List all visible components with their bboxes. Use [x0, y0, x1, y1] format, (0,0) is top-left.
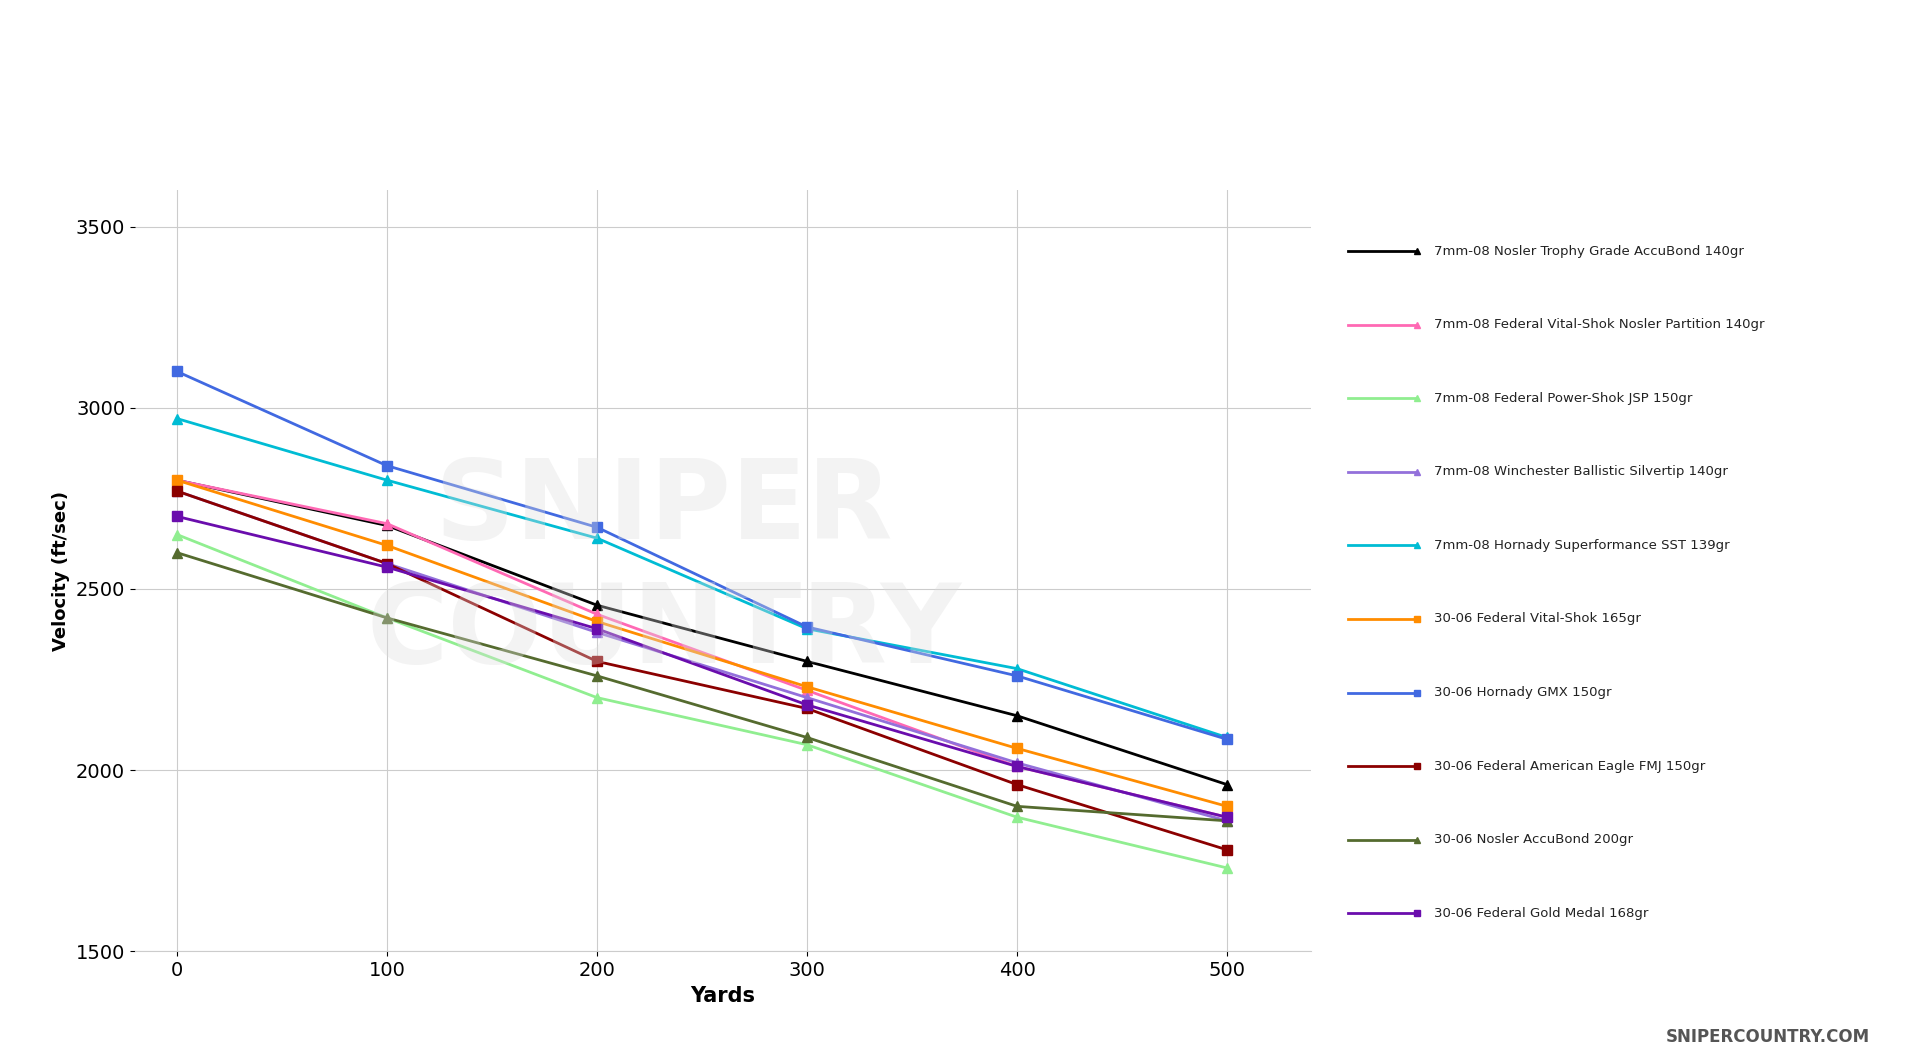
30-06 Nosler AccuBond 200gr — [1215, 815, 1238, 828]
Text: 30-06 Hornady GMX 150gr: 30-06 Hornady GMX 150gr — [1434, 686, 1612, 699]
7mm-08 Nosler Trophy Grade AccuBond 140gr — [1215, 778, 1238, 791]
Text: 30-06 Federal Gold Medal 168gr: 30-06 Federal Gold Medal 168gr — [1434, 907, 1648, 920]
7mm-08 Federal Power-Shok JSP 150gr — [796, 739, 819, 752]
Text: 7mm-08 Winchester Ballistic Silvertip 140gr: 7mm-08 Winchester Ballistic Silvertip 14… — [1434, 465, 1727, 479]
30-06 Federal American Eagle FMJ 150gr — [796, 702, 819, 715]
7mm-08 Hornady Superformance SST 139gr — [166, 412, 189, 425]
30-06 Federal Gold Medal 168gr — [166, 511, 189, 523]
7mm-08 Federal Vital-Shok Nosler Partition 140gr — [796, 684, 819, 697]
Line: 7mm-08 Federal Power-Shok JSP 150gr: 7mm-08 Federal Power-Shok JSP 150gr — [172, 530, 1232, 873]
Line: 30-06 Hornady GMX 150gr: 30-06 Hornady GMX 150gr — [172, 367, 1232, 744]
30-06 Federal Gold Medal 168gr — [586, 623, 609, 635]
30-06 Nosler AccuBond 200gr — [376, 612, 399, 625]
7mm-08 Winchester Ballistic Silvertip 140gr — [1006, 757, 1030, 769]
30-06 Federal Vital-Shok 165gr — [376, 539, 399, 552]
7mm-08 Federal Power-Shok JSP 150gr — [166, 528, 189, 541]
7mm-08 Nosler Trophy Grade AccuBond 140gr — [586, 599, 609, 612]
7mm-08 Nosler Trophy Grade AccuBond 140gr — [166, 474, 189, 486]
30-06 Federal American Eagle FMJ 150gr — [1006, 778, 1030, 791]
7mm-08 Federal Vital-Shok Nosler Partition 140gr — [1215, 811, 1238, 823]
7mm-08 Nosler Trophy Grade AccuBond 140gr — [376, 519, 399, 532]
30-06 Federal Gold Medal 168gr — [1215, 811, 1238, 823]
7mm-08 Federal Power-Shok JSP 150gr — [1006, 811, 1030, 823]
30-06 Federal Gold Medal 168gr — [796, 699, 819, 711]
Text: 7mm-08 Nosler Trophy Grade AccuBond 140gr: 7mm-08 Nosler Trophy Grade AccuBond 140g… — [1434, 244, 1745, 258]
7mm-08 Hornady Superformance SST 139gr — [1215, 731, 1238, 744]
Text: SNIPER
COUNTRY: SNIPER COUNTRY — [366, 456, 962, 686]
7mm-08 Federal Vital-Shok Nosler Partition 140gr — [166, 474, 189, 486]
30-06 Nosler AccuBond 200gr — [166, 546, 189, 559]
30-06 Federal American Eagle FMJ 150gr — [166, 485, 189, 498]
30-06 Federal Vital-Shok 165gr — [1006, 742, 1030, 755]
7mm-08 Federal Power-Shok JSP 150gr — [1215, 861, 1238, 874]
Line: 30-06 Federal American Eagle FMJ 150gr: 30-06 Federal American Eagle FMJ 150gr — [172, 486, 1232, 855]
7mm-08 Federal Vital-Shok Nosler Partition 140gr — [1006, 760, 1030, 773]
7mm-08 Federal Power-Shok JSP 150gr — [376, 612, 399, 625]
Text: BULLET VELOCITY: BULLET VELOCITY — [534, 27, 1394, 110]
30-06 Federal Gold Medal 168gr — [376, 561, 399, 574]
Text: 7mm-08 Federal Power-Shok JSP 150gr: 7mm-08 Federal Power-Shok JSP 150gr — [1434, 392, 1693, 405]
7mm-08 Winchester Ballistic Silvertip 140gr — [1215, 815, 1238, 828]
30-06 Federal American Eagle FMJ 150gr — [376, 557, 399, 570]
Y-axis label: Velocity (ft/sec): Velocity (ft/sec) — [52, 490, 69, 651]
30-06 Nosler AccuBond 200gr — [796, 731, 819, 744]
7mm-08 Winchester Ballistic Silvertip 140gr — [166, 485, 189, 498]
7mm-08 Federal Vital-Shok Nosler Partition 140gr — [586, 608, 609, 620]
Line: 7mm-08 Winchester Ballistic Silvertip 140gr: 7mm-08 Winchester Ballistic Silvertip 14… — [172, 486, 1232, 826]
Text: 30-06 Federal American Eagle FMJ 150gr: 30-06 Federal American Eagle FMJ 150gr — [1434, 760, 1706, 773]
Line: 30-06 Nosler AccuBond 200gr: 30-06 Nosler AccuBond 200gr — [172, 548, 1232, 826]
Text: SNIPERCOUNTRY.COM: SNIPERCOUNTRY.COM — [1666, 1028, 1870, 1046]
30-06 Hornady GMX 150gr — [796, 620, 819, 633]
7mm-08 Hornady Superformance SST 139gr — [586, 532, 609, 544]
7mm-08 Hornady Superformance SST 139gr — [1006, 663, 1030, 675]
7mm-08 Federal Power-Shok JSP 150gr — [586, 691, 609, 704]
Text: 7mm-08 Hornady Superformance SST 139gr: 7mm-08 Hornady Superformance SST 139gr — [1434, 539, 1729, 552]
7mm-08 Hornady Superformance SST 139gr — [376, 474, 399, 486]
30-06 Hornady GMX 150gr — [166, 365, 189, 377]
Line: 7mm-08 Nosler Trophy Grade AccuBond 140gr: 7mm-08 Nosler Trophy Grade AccuBond 140g… — [172, 476, 1232, 790]
30-06 Federal American Eagle FMJ 150gr — [1215, 843, 1238, 856]
30-06 Nosler AccuBond 200gr — [1006, 800, 1030, 813]
30-06 Federal Gold Medal 168gr — [1006, 760, 1030, 773]
Text: 7mm-08 Federal Vital-Shok Nosler Partition 140gr: 7mm-08 Federal Vital-Shok Nosler Partiti… — [1434, 318, 1764, 331]
7mm-08 Hornady Superformance SST 139gr — [796, 623, 819, 635]
7mm-08 Federal Vital-Shok Nosler Partition 140gr — [376, 517, 399, 530]
Line: 7mm-08 Hornady Superformance SST 139gr: 7mm-08 Hornady Superformance SST 139gr — [172, 413, 1232, 742]
X-axis label: Yards: Yards — [690, 985, 756, 1005]
30-06 Nosler AccuBond 200gr — [586, 669, 609, 682]
30-06 Hornady GMX 150gr — [586, 521, 609, 534]
30-06 Federal Vital-Shok 165gr — [796, 681, 819, 693]
7mm-08 Winchester Ballistic Silvertip 140gr — [586, 626, 609, 638]
Line: 30-06 Federal Vital-Shok 165gr: 30-06 Federal Vital-Shok 165gr — [172, 476, 1232, 811]
30-06 Federal Vital-Shok 165gr — [586, 615, 609, 628]
Line: 7mm-08 Federal Vital-Shok Nosler Partition 140gr: 7mm-08 Federal Vital-Shok Nosler Partiti… — [172, 476, 1232, 822]
Text: 30-06 Federal Vital-Shok 165gr: 30-06 Federal Vital-Shok 165gr — [1434, 612, 1641, 626]
7mm-08 Nosler Trophy Grade AccuBond 140gr — [796, 655, 819, 668]
30-06 Federal American Eagle FMJ 150gr — [586, 655, 609, 668]
Line: 30-06 Federal Gold Medal 168gr: 30-06 Federal Gold Medal 168gr — [172, 512, 1232, 822]
30-06 Hornady GMX 150gr — [376, 460, 399, 472]
30-06 Federal Vital-Shok 165gr — [166, 474, 189, 486]
7mm-08 Winchester Ballistic Silvertip 140gr — [796, 691, 819, 704]
Text: 30-06 Nosler AccuBond 200gr: 30-06 Nosler AccuBond 200gr — [1434, 833, 1633, 847]
30-06 Hornady GMX 150gr — [1215, 733, 1238, 745]
7mm-08 Nosler Trophy Grade AccuBond 140gr — [1006, 709, 1030, 722]
30-06 Federal Vital-Shok 165gr — [1215, 800, 1238, 813]
30-06 Hornady GMX 150gr — [1006, 669, 1030, 682]
7mm-08 Winchester Ballistic Silvertip 140gr — [376, 557, 399, 570]
